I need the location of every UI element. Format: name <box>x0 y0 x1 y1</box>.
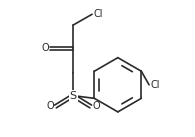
Text: S: S <box>70 91 77 101</box>
Text: O: O <box>92 102 100 112</box>
Text: O: O <box>46 102 54 112</box>
Text: O: O <box>41 43 49 53</box>
Text: Cl: Cl <box>93 9 103 19</box>
Text: Cl: Cl <box>150 80 160 90</box>
